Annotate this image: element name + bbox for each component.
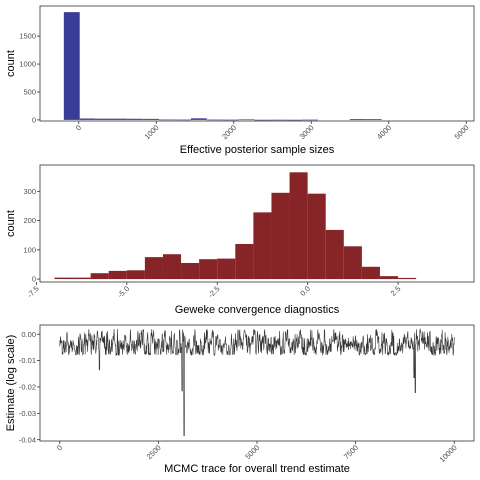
ess-histogram-bar — [270, 119, 287, 121]
ess-y-axis-ticks: 0 500 1000 1500 — [19, 32, 40, 124]
geweke-y-axis-ticks: 0 100 200 300 — [23, 187, 40, 284]
geweke-histogram-bar — [379, 276, 399, 280]
geweke-histogram-bar — [126, 270, 145, 280]
geweke-histogram-bar — [108, 270, 127, 280]
ess-histogram-bar — [238, 119, 255, 121]
ess-x-tick-label: 3000 — [298, 123, 316, 141]
trace-x-axis-title: MCMC trace for overall trend estimate — [164, 463, 350, 475]
geweke-y-tick-label: 0 — [32, 275, 36, 284]
ess-histogram-bar — [349, 119, 366, 120]
ess-histogram-bars — [63, 12, 382, 121]
ess-y-tick-label: 1500 — [19, 32, 36, 41]
geweke-histogram-bar — [144, 257, 163, 280]
geweke-histogram-bar — [325, 229, 344, 280]
geweke-y-tick-label: 200 — [23, 216, 36, 225]
ess-histogram-bar — [95, 118, 112, 120]
geweke-x-tick-label: -5.0 — [116, 284, 132, 300]
geweke-y-axis-title: count — [5, 210, 17, 237]
ess-y-tick-label: 0 — [32, 115, 36, 124]
geweke-x-tick-label: -7.5 — [25, 284, 41, 300]
geweke-histogram-bar — [271, 192, 290, 280]
trace-x-tick-label: 0 — [55, 443, 64, 452]
ess-histogram-bar — [222, 119, 239, 121]
trace-line — [59, 327, 455, 437]
trace-y-tick-label: -0.02 — [19, 383, 36, 392]
ess-x-tick-label: 2000 — [220, 123, 238, 141]
ess-x-axis-ticks: 0 1000 2000 3000 4000 5000 — [74, 121, 471, 141]
geweke-histogram-bar — [217, 258, 236, 280]
trace-x-tick-label: 2500 — [145, 443, 163, 461]
trace-y-tick-label: -0.04 — [19, 435, 36, 444]
geweke-histogram-bar — [343, 246, 362, 280]
geweke-panel-border — [39, 164, 475, 283]
ess-histogram-bar — [365, 119, 382, 120]
trace-line-group — [59, 327, 455, 437]
ess-histogram-bar — [190, 118, 207, 120]
geweke-histogram-bar — [361, 266, 380, 280]
ess-y-tick-label: 500 — [23, 88, 36, 97]
geweke-histogram-bar — [307, 193, 326, 280]
trace-x-tick-label: 5000 — [243, 443, 261, 461]
trace-y-axis-title: Estimate (log scale) — [5, 335, 17, 432]
geweke-histogram-bar — [72, 277, 91, 280]
ess-histogram-bar — [79, 118, 96, 120]
ess-histogram-bar — [111, 118, 128, 120]
ess-histogram-bar — [127, 118, 144, 120]
geweke-histogram-bar — [162, 254, 182, 280]
trace-x-tick-label: 7500 — [342, 443, 360, 461]
geweke-y-tick-label: 300 — [23, 187, 36, 196]
trace-y-axis-ticks: 0.00 -0.01 -0.02 -0.03 -0.04 — [19, 330, 40, 444]
ess-y-tick-label: 1000 — [19, 60, 36, 69]
geweke-histogram-bar — [54, 277, 73, 280]
trace-y-tick-label: -0.01 — [19, 356, 36, 365]
ess-histogram-bar — [63, 12, 80, 120]
trace-x-tick-label: 10000 — [438, 443, 459, 464]
trace-y-tick-label: 0.00 — [21, 330, 36, 339]
ess-histogram-bar — [302, 119, 319, 121]
geweke-x-tick-label: 2.5 — [389, 284, 403, 298]
trace-x-axis-ticks: 0 2500 5000 7500 10000 — [55, 441, 459, 464]
ess-histogram-bar — [143, 118, 160, 120]
ess-histogram-bar — [206, 119, 223, 121]
ess-x-tick-label: 4000 — [375, 123, 393, 141]
ess-x-tick-label: 0 — [74, 123, 83, 132]
trace-plot-panel: 0 2500 5000 7500 10000 0.00 -0.01 -0.02 -0.03 -0… — [5, 324, 475, 475]
geweke-histogram-bar — [253, 212, 272, 280]
ess-histogram-bar — [159, 119, 176, 121]
ess-panel-background — [40, 6, 474, 121]
geweke-y-tick-label: 100 — [23, 245, 36, 254]
geweke-x-tick-label: -2.5 — [206, 284, 222, 300]
geweke-histogram-bar — [199, 259, 218, 280]
geweke-histogram-bars — [54, 172, 417, 280]
geweke-histogram-bar — [398, 277, 417, 280]
geweke-histogram-panel: -7.5 -5.0 -2.5 0.0 2.5 0 100 200 300 Geweke con… — [5, 164, 475, 316]
trace-y-tick-label: -0.03 — [19, 409, 36, 418]
ess-y-axis-title: count — [5, 50, 17, 77]
geweke-histogram-bar — [181, 262, 200, 280]
ess-panel-border — [39, 5, 475, 122]
ess-x-tick-label: 5000 — [453, 123, 471, 141]
geweke-x-tick-label: 0.0 — [298, 284, 312, 298]
ess-histogram-bar — [286, 119, 303, 121]
geweke-x-axis-title: Geweke convergence diagnostics — [175, 304, 340, 316]
ess-histogram-bar — [254, 119, 271, 121]
geweke-x-axis-ticks: -7.5 -5.0 -2.5 0.0 2.5 — [25, 282, 402, 300]
geweke-histogram-bar — [289, 172, 308, 280]
ess-x-tick-label: 1000 — [143, 123, 161, 141]
ess-histogram-bar — [175, 119, 191, 121]
ess-x-axis-title: Effective posterior sample sizes — [180, 144, 335, 156]
geweke-histogram-bar — [90, 273, 109, 280]
ess-histogram-panel: 0 1000 2000 3000 4000 5000 0 500 1000 1500 Effec… — [5, 5, 475, 156]
geweke-histogram-bar — [235, 243, 254, 280]
